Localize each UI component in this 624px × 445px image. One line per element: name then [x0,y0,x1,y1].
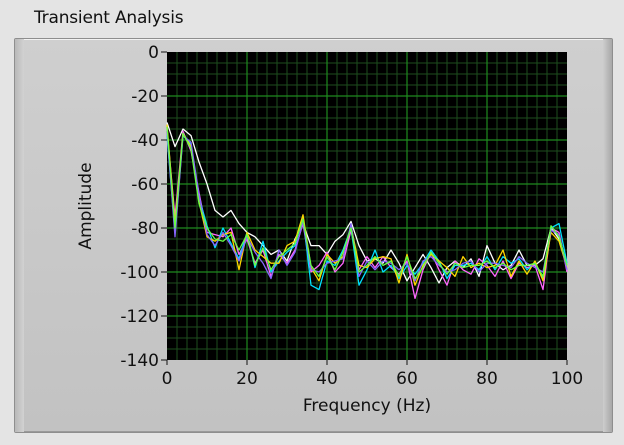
x-tick-label: 60 [396,369,418,389]
y-tick-label: 0 [148,43,159,63]
graph-title: Transient Analysis [34,8,184,28]
y-tick-label: -120 [120,307,159,327]
x-tick-label: 100 [551,369,583,389]
series-line-4 [166,124,568,286]
y-tick-label: -20 [131,87,159,107]
x-tick-label: 20 [236,369,258,389]
y-tick-label: -140 [120,351,159,371]
x-tick-label: 40 [316,369,338,389]
y-axis-label: Amplitude [76,162,96,249]
y-tick-label: -80 [131,219,159,239]
y-tick-label: -40 [131,131,159,151]
x-tick-label: 0 [162,369,173,389]
y-tick-label: -60 [131,175,159,195]
series-line-6 [166,126,568,280]
x-tick-label: 80 [476,369,498,389]
y-tick-label: -100 [120,263,159,283]
series-line-2 [166,128,568,300]
graph-frame: 0 -20 -40 -60 -80 -100 -120 -140 0 20 40 60 80 100 Am… [14,38,613,433]
x-axis-label: Frequency (Hz) [303,396,431,416]
series-line-3 [166,134,568,291]
